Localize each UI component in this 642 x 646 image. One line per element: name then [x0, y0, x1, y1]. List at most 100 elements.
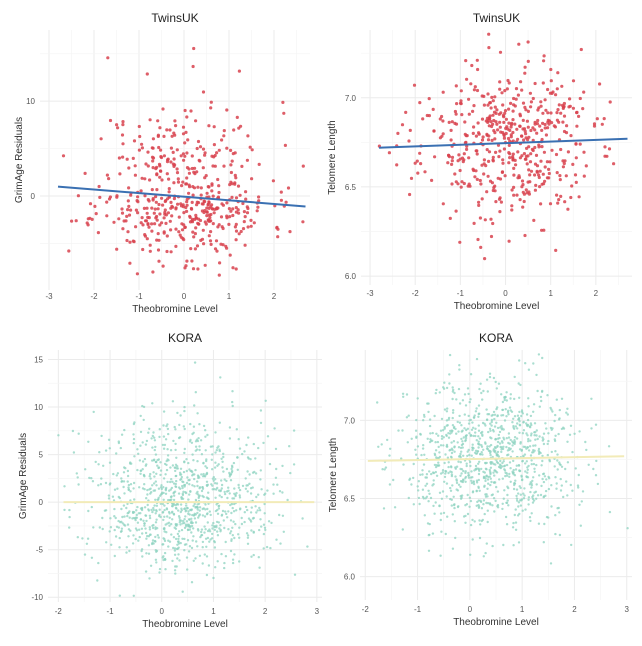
data-point	[530, 484, 534, 487]
data-point	[527, 440, 530, 443]
data-point	[91, 480, 95, 483]
data-point	[541, 81, 545, 85]
data-point	[454, 209, 458, 213]
data-point	[529, 128, 533, 133]
data-point	[138, 134, 142, 139]
data-point	[528, 173, 532, 177]
data-point	[174, 485, 178, 489]
data-point	[523, 233, 527, 238]
data-point	[513, 482, 516, 485]
data-point	[209, 513, 212, 517]
data-point	[207, 218, 211, 222]
data-point	[162, 134, 166, 138]
data-point	[503, 398, 506, 402]
data-point	[116, 487, 119, 490]
x-tick-label: 2	[263, 607, 268, 616]
data-point	[108, 483, 112, 486]
data-point	[527, 190, 531, 194]
data-point	[176, 202, 180, 206]
data-point	[132, 139, 137, 143]
data-point	[441, 429, 445, 432]
data-point	[250, 177, 254, 181]
data-point	[191, 267, 196, 271]
data-point	[214, 496, 217, 499]
data-point	[502, 438, 506, 441]
data-point	[185, 481, 189, 485]
data-point	[224, 555, 228, 558]
data-point	[476, 67, 480, 72]
data-point	[173, 494, 176, 497]
data-point	[76, 476, 79, 479]
data-point	[465, 134, 469, 138]
data-point	[242, 210, 246, 214]
data-point	[512, 441, 515, 445]
data-point	[443, 427, 446, 430]
data-point	[516, 514, 520, 517]
data-point	[447, 153, 451, 157]
data-point	[549, 562, 553, 565]
data-point	[172, 512, 176, 516]
data-point	[146, 164, 150, 168]
data-point	[145, 552, 148, 555]
data-point	[125, 551, 128, 554]
data-point	[585, 448, 588, 452]
data-point	[265, 545, 269, 549]
data-point	[489, 503, 492, 506]
data-point	[448, 216, 452, 220]
data-point	[237, 486, 241, 489]
data-point	[496, 440, 500, 444]
data-point	[490, 181, 494, 185]
data-point	[433, 463, 437, 467]
data-point	[172, 546, 175, 550]
data-point	[535, 434, 538, 437]
data-point	[489, 429, 492, 432]
data-point	[445, 495, 448, 498]
data-point	[556, 459, 559, 462]
data-point	[231, 213, 235, 218]
data-point	[176, 540, 180, 543]
data-point	[141, 404, 144, 408]
data-point	[141, 468, 144, 471]
data-point	[143, 194, 147, 198]
data-point	[216, 446, 219, 449]
data-point	[230, 511, 233, 515]
data-point	[542, 442, 546, 446]
data-point	[582, 90, 586, 94]
data-point	[162, 424, 165, 427]
data-point	[543, 522, 546, 526]
data-point	[87, 440, 90, 443]
data-point	[503, 396, 506, 399]
data-point	[210, 483, 213, 486]
data-point	[490, 138, 494, 142]
data-point	[527, 368, 531, 371]
data-point	[491, 544, 494, 548]
data-point	[178, 423, 181, 427]
data-point	[183, 507, 186, 511]
data-point	[205, 483, 209, 487]
data-point	[530, 459, 533, 462]
data-point	[446, 456, 450, 459]
data-point	[220, 483, 224, 487]
data-point	[293, 573, 297, 576]
data-point	[121, 227, 125, 231]
data-point	[449, 138, 453, 142]
data-point	[131, 239, 135, 243]
x-axis-label: Theobromine Level	[132, 304, 218, 315]
data-point	[482, 162, 486, 166]
data-point	[190, 154, 194, 158]
data-point	[415, 453, 418, 456]
data-point	[531, 501, 535, 504]
data-point	[541, 172, 545, 176]
data-point	[487, 482, 490, 485]
data-point	[529, 490, 532, 494]
data-point	[515, 488, 519, 491]
data-point	[404, 110, 408, 114]
data-point	[185, 469, 188, 473]
data-point	[236, 184, 241, 188]
data-point	[439, 444, 443, 447]
data-point	[113, 507, 116, 511]
data-point	[189, 490, 192, 493]
data-point	[126, 512, 129, 515]
data-point	[196, 439, 200, 443]
